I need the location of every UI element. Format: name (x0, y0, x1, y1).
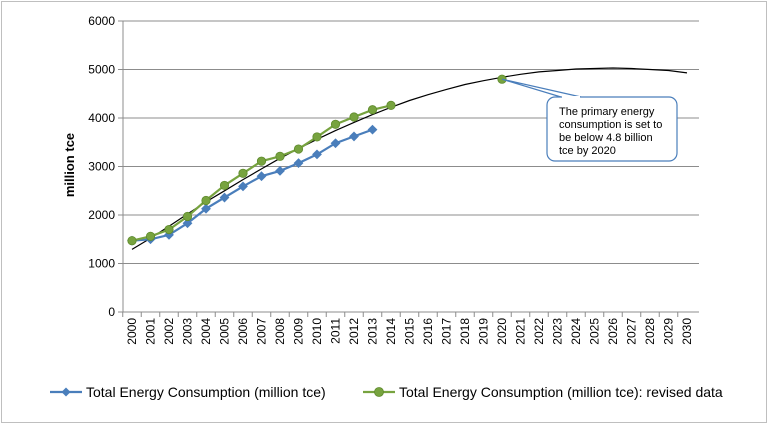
y-tick-labels: 0 1000 2000 3000 4000 5000 6000 (88, 14, 115, 319)
data-point-circle (349, 112, 359, 122)
x-tick-label: 2003 (181, 318, 195, 345)
data-point-circle (201, 195, 211, 206)
data-point-circle (275, 151, 285, 161)
data-point-diamond (330, 138, 341, 149)
x-tick-label: 2021 (514, 318, 528, 345)
y-tick-label: 3000 (88, 160, 115, 174)
y-tick-label: 2000 (88, 208, 115, 222)
series-group (127, 67, 688, 250)
x-tick-label: 2022 (532, 318, 546, 345)
x-tick-label: 2018 (458, 318, 472, 345)
data-point-diamond (293, 158, 304, 169)
legend-label-2: Total Energy Consumption (million tce): … (399, 384, 723, 400)
x-tick-label: 2009 (292, 318, 306, 345)
x-tick-label: 2027 (625, 318, 639, 345)
x-tick-label: 2030 (680, 318, 694, 345)
x-tick-label: 2028 (643, 318, 657, 345)
callout-text-line: be below 4.8 billion (559, 132, 653, 144)
data-point-circle (164, 224, 174, 235)
data-point-circle (312, 132, 322, 142)
x-tick-label: 2023 (551, 318, 565, 345)
data-point-diamond (238, 181, 248, 192)
data-point-circle (293, 144, 304, 154)
legend-marker-diamond (61, 387, 71, 397)
data-point-circle (145, 231, 156, 241)
x-tick-label: 2000 (125, 318, 139, 345)
legend: Total Energy Consumption (million tce) To… (50, 384, 723, 400)
x-tick-label: 2001 (144, 318, 158, 345)
x-tick-label: 2026 (606, 318, 620, 345)
callout-pointer (501, 78, 582, 98)
x-tick-label: 2025 (588, 318, 602, 345)
callout-text-line: consumption is set to (559, 119, 662, 131)
gridlines (118, 20, 699, 313)
data-point-diamond (201, 203, 211, 214)
trendline (131, 67, 688, 250)
x-tick-labels: 2000 2001 2002 2003 2004 2005 2006 2007 2008 2009… (125, 318, 694, 345)
data-point-diamond (182, 218, 193, 229)
x-tick-label: 2005 (218, 318, 232, 345)
x-tick-label: 2006 (236, 318, 250, 345)
y-tick-label: 4000 (88, 111, 115, 125)
x-tick-label: 2015 (403, 318, 417, 345)
legend-marker-circle (374, 387, 384, 397)
x-tick-label: 2008 (273, 318, 287, 345)
data-point-circle (238, 168, 248, 178)
y-tick-label: 1000 (88, 257, 115, 271)
x-tick-label: 2007 (255, 318, 269, 345)
data-point-diamond (312, 149, 322, 160)
data-point-circle (386, 100, 396, 110)
data-point-circle (182, 211, 193, 222)
y-axis-label: million tce (62, 133, 77, 197)
data-point-circle (256, 156, 267, 166)
y-tick-label: 6000 (88, 14, 115, 28)
x-tick-label: 2010 (310, 318, 324, 345)
legend-label-1: Total Energy Consumption (million tce) (86, 384, 326, 400)
data-point-diamond (219, 192, 230, 203)
x-tick-label: 2014 (384, 318, 398, 345)
data-point-diamond (367, 124, 378, 135)
data-point-diamond (275, 165, 285, 176)
x-tick-label: 2016 (421, 318, 435, 345)
x-tick-label: 2011 (329, 318, 343, 344)
x-tick-label: 2029 (662, 318, 676, 345)
x-tick-label: 2019 (477, 318, 491, 345)
x-tick-label: 2012 (347, 318, 361, 345)
x-tick-label: 2024 (569, 318, 583, 345)
y-tick-label: 5000 (88, 63, 115, 77)
callout-text-line: The primary energy (559, 106, 655, 118)
data-point-circle (367, 105, 378, 115)
y-tick-label: 0 (108, 305, 115, 319)
callout-text-line: tce by 2020 (559, 145, 616, 157)
data-point-diamond (349, 131, 359, 142)
x-tick-label: 2013 (366, 318, 380, 345)
x-tick-label: 2017 (440, 318, 454, 345)
callout-box (546, 96, 678, 162)
x-tick-label: 2004 (199, 318, 213, 345)
axes (122, 21, 699, 317)
data-point-circle (330, 119, 341, 129)
data-point-circle (219, 180, 230, 191)
x-tick-label: 2002 (162, 318, 176, 345)
x-tick-label: 2020 (495, 318, 509, 345)
data-point-diamond (256, 171, 267, 182)
data-point-circle (127, 236, 137, 246)
